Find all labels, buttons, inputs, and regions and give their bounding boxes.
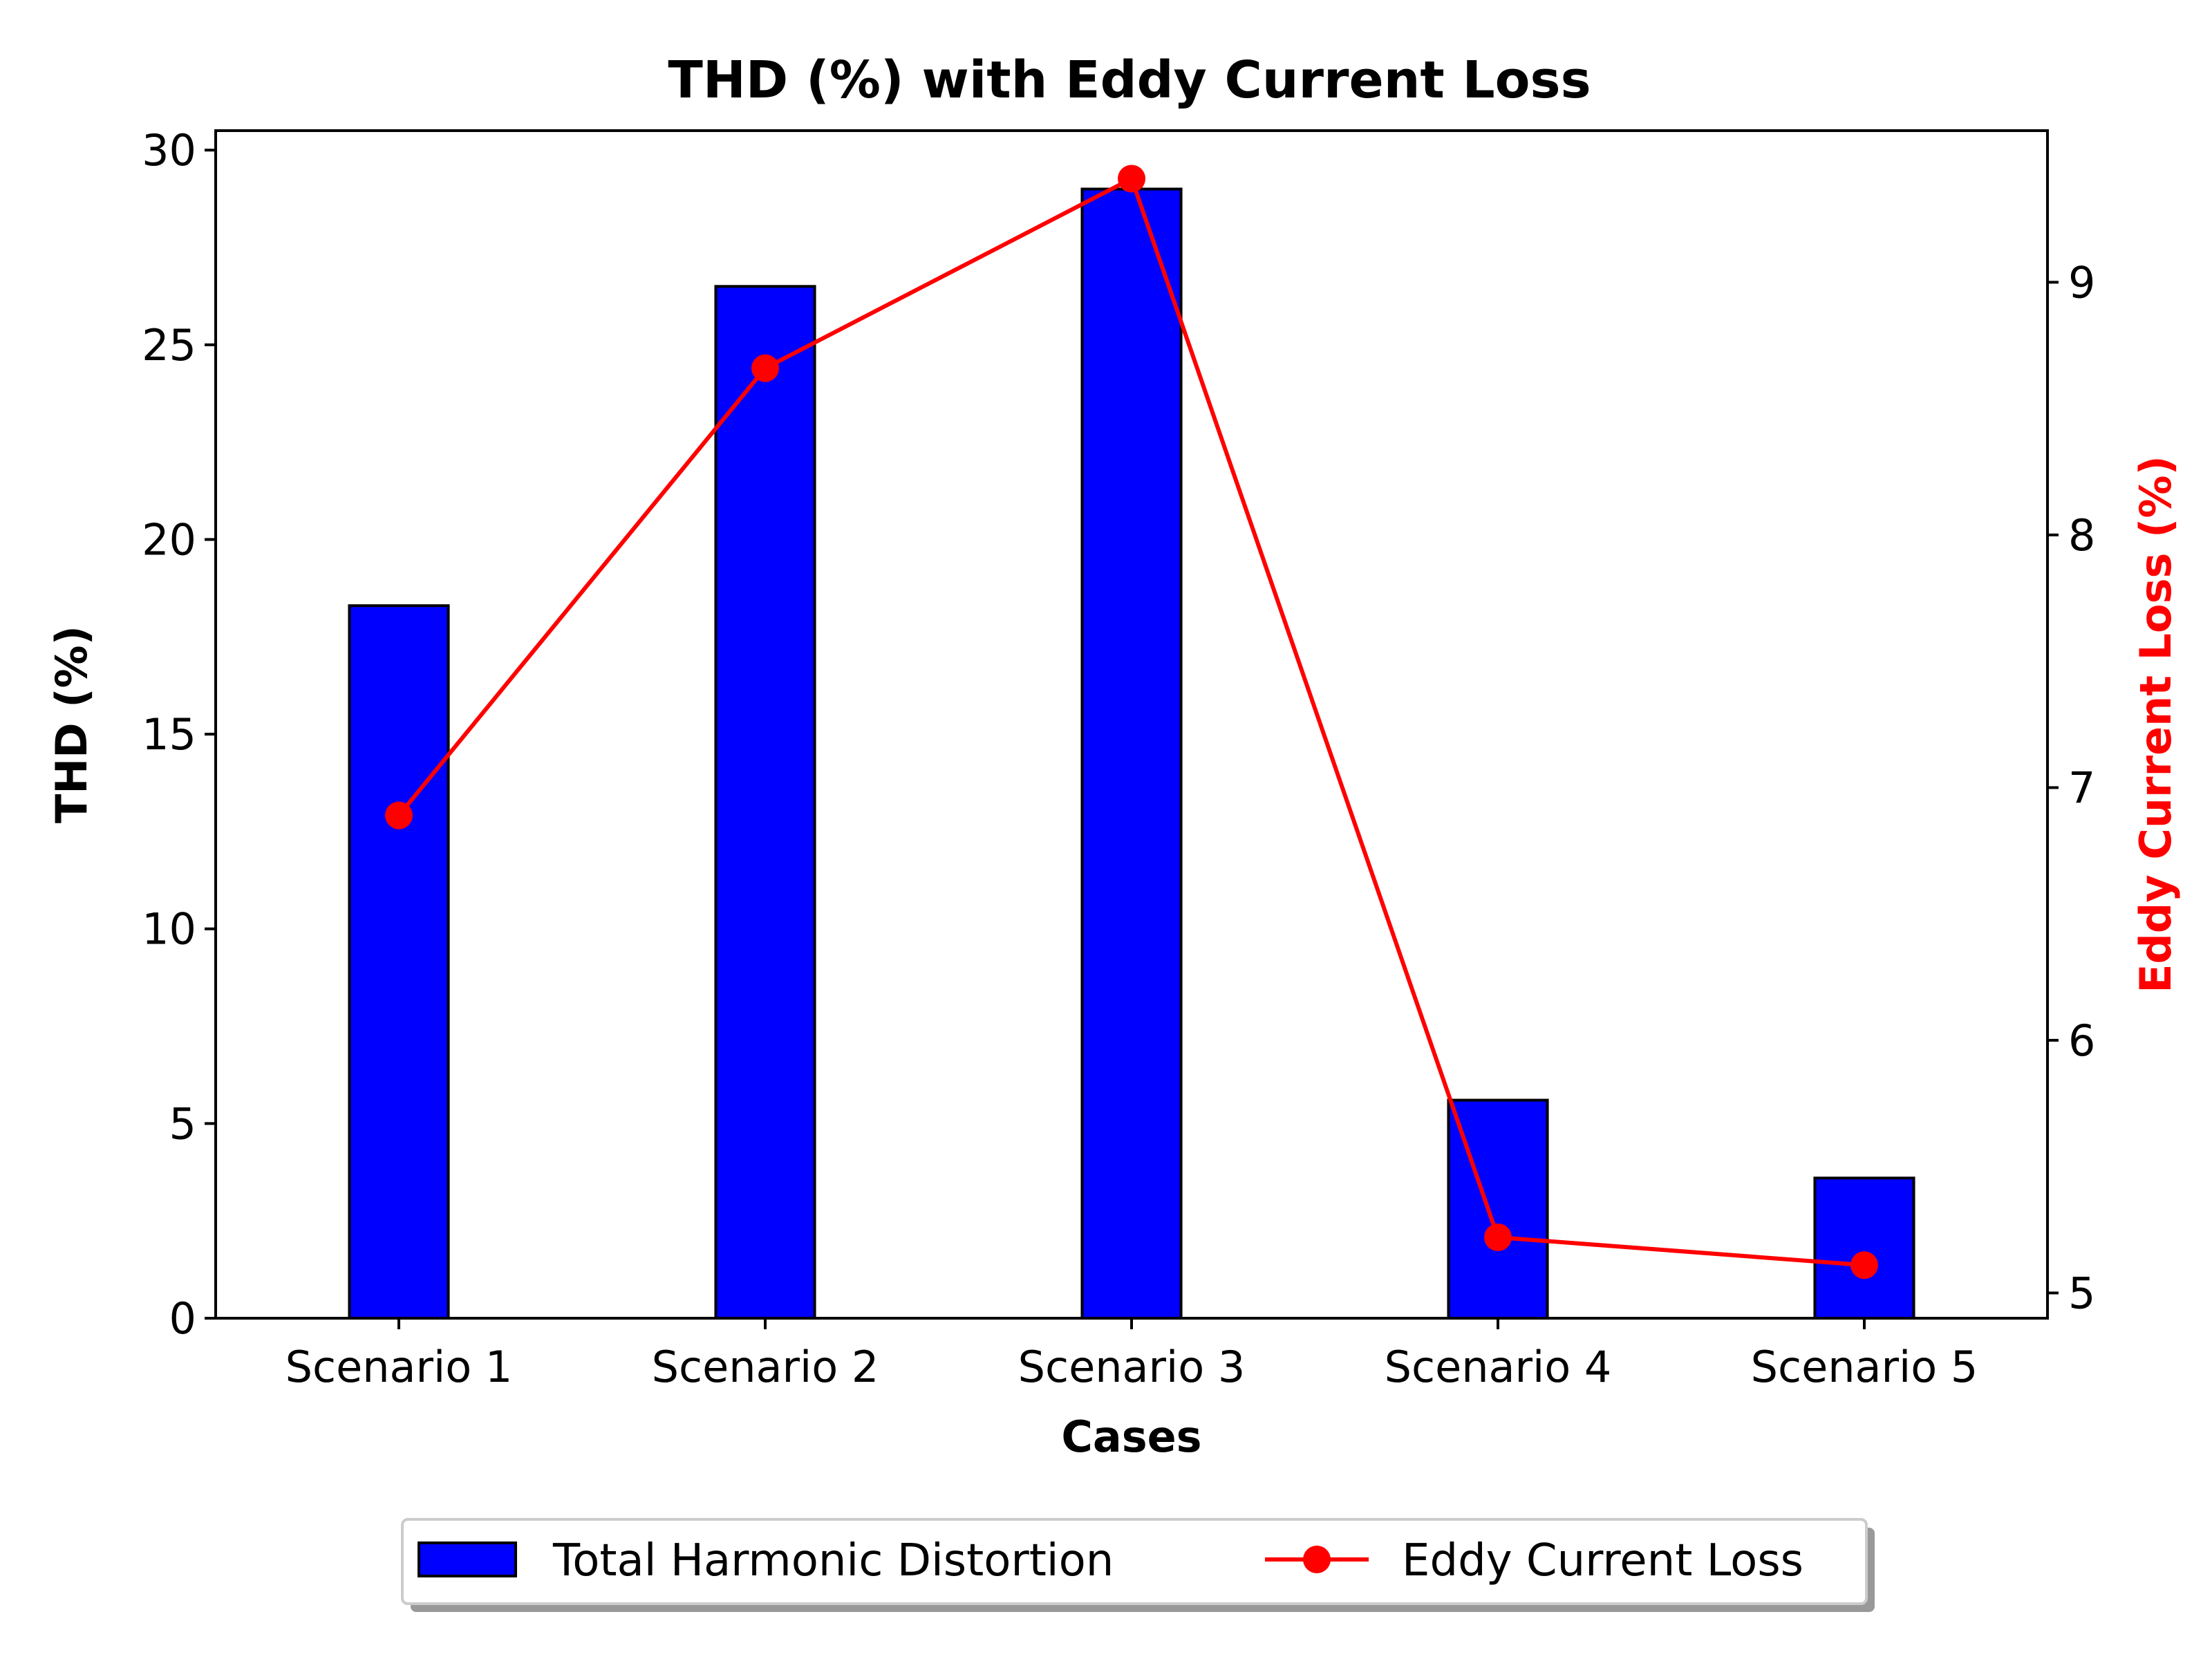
x-tick-label: Scenario 5	[1751, 1342, 1978, 1392]
y-left-tick-label: 25	[142, 320, 196, 371]
y-left-tick-label: 0	[169, 1293, 196, 1344]
eddy-marker-1	[385, 801, 413, 830]
y-right-tick-label: 7	[2068, 762, 2095, 813]
y-left-axis-label: THD (%)	[46, 626, 97, 823]
y-right-tick-label: 6	[2068, 1015, 2095, 1066]
bar-thd-5	[1813, 1177, 1915, 1320]
eddy-marker-4	[1484, 1224, 1512, 1252]
legend-label-eddy: Eddy Current Loss	[1402, 1535, 1803, 1586]
legend-marker-eddy	[1303, 1546, 1331, 1573]
legend: Total Harmonic Distortion Eddy Current L…	[401, 1518, 1875, 1612]
bar-thd-2	[714, 285, 816, 1320]
x-tick-label: Scenario 4	[1385, 1342, 1612, 1392]
eddy-marker-2	[751, 354, 779, 382]
y-right-tick-label: 5	[2068, 1268, 2095, 1318]
y-left-tick-label: 10	[142, 904, 196, 955]
y-left-tick-label: 30	[142, 125, 196, 176]
legend-label-thd: Total Harmonic Distortion	[552, 1535, 1114, 1586]
legend-swatch-thd	[418, 1541, 517, 1577]
legend-box	[401, 1518, 1868, 1605]
y-left-tick-label: 5	[169, 1098, 196, 1149]
y-right-tick-label: 8	[2068, 510, 2095, 561]
eddy-marker-3	[1118, 165, 1145, 193]
x-axis-label: Cases	[1061, 1412, 1201, 1462]
chart-title: THD (%) with Eddy Current Loss	[668, 50, 1591, 110]
y-right-axis-label: Eddy Current Loss (%)	[2130, 456, 2181, 993]
y-left-tick-label: 20	[142, 514, 196, 565]
x-tick-label: Scenario 1	[285, 1342, 513, 1392]
x-tick-label: Scenario 2	[652, 1342, 879, 1392]
eddy-marker-5	[1850, 1251, 1878, 1280]
bar-thd-3	[1080, 187, 1183, 1320]
bar-thd-1	[348, 604, 450, 1320]
x-tick-label: Scenario 3	[1018, 1342, 1246, 1392]
y-right-tick-label: 9	[2068, 257, 2095, 308]
y-left-tick-label: 15	[142, 709, 196, 760]
